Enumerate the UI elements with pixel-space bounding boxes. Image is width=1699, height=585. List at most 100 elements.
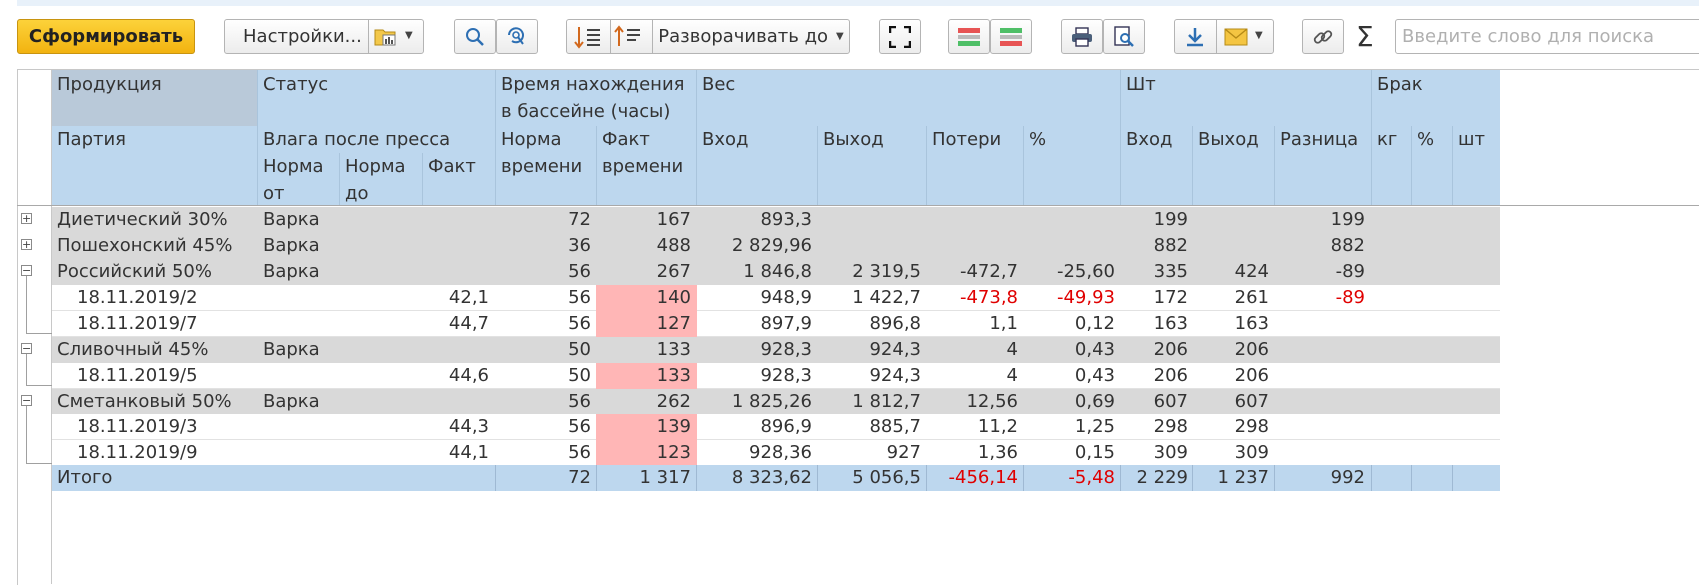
header-pcs-in: Вход: [1126, 129, 1173, 150]
cell-product: Пошехонский 45%: [57, 235, 233, 256]
total-sep: [1120, 465, 1121, 491]
cell-weight-pct: 0,12: [1074, 313, 1115, 334]
header-sep: [596, 126, 597, 206]
expand-groups-button[interactable]: [990, 19, 1032, 54]
total-row[interactable]: Итого 72 1 317 8 323,62 5 056,5 -456,14 …: [52, 465, 1500, 491]
tree-line: [26, 354, 27, 385]
cell-weight-loss: 11,2: [977, 416, 1018, 437]
printer-icon: [1072, 26, 1092, 47]
group-colors-green-icon: [1000, 27, 1022, 46]
cell-weight-out: 924,3: [869, 365, 921, 386]
sort-descending-icon[interactable]: [614, 24, 642, 54]
cell-weight-out: 896,8: [869, 313, 921, 334]
header-norm-time-2: времени: [501, 156, 583, 177]
mail-dropdown-icon[interactable]: ▼: [1255, 30, 1263, 41]
header-weight-loss: Потери: [932, 129, 1002, 150]
cell-fact-time-over: 133: [596, 363, 697, 389]
header-norm-from: Норма: [263, 156, 324, 177]
header-fact-time: Факт: [602, 129, 650, 150]
table-row[interactable]: 18.11.2019/9 44,1 56 123 928,36 927 1,36…: [52, 440, 1500, 466]
cell-norm-time: 56: [568, 416, 591, 437]
total-label: Итого: [57, 467, 113, 488]
collapse-groups-button[interactable]: [948, 19, 990, 54]
collapse-toggle-icon[interactable]: −: [21, 264, 32, 277]
sort-separator-1: [610, 19, 611, 54]
header-pcs: Шт: [1126, 74, 1156, 95]
expand-to-button[interactable]: Разворачивать до ▼: [652, 19, 850, 54]
cell-pcs-out: 206: [1234, 339, 1269, 360]
table-row[interactable]: 18.11.2019/5 44,6 50 133 928,3 924,3 4 0…: [52, 363, 1500, 389]
collapse-toggle-icon[interactable]: −: [21, 342, 32, 355]
expand-toggle-icon[interactable]: +: [21, 212, 32, 225]
cell-fact-time-over: 139: [596, 414, 697, 440]
header-pcs-diff: Разница: [1280, 129, 1359, 150]
table-row[interactable]: Сметанковый 50% Варка 56 262 1 825,26 1 …: [52, 389, 1500, 415]
cell-norm-time: 72: [568, 209, 591, 230]
expand-toggle-icon[interactable]: +: [21, 238, 32, 251]
cell-batch: 18.11.2019/7: [77, 313, 198, 334]
advanced-search-button[interactable]: [496, 19, 538, 54]
header-pcs-out: Выход: [1198, 129, 1259, 150]
cell-fact-time-over: 140: [596, 285, 697, 311]
total-pcs-out: 1 237: [1217, 467, 1269, 488]
download-icon[interactable]: [1184, 26, 1206, 52]
report-table: [17, 69, 1699, 585]
cell-pcs-out: 424: [1234, 261, 1269, 282]
cell-norm-time: 50: [568, 339, 591, 360]
report-variant-icon[interactable]: [374, 27, 400, 51]
cell-weight-in: 928,36: [749, 442, 812, 463]
header-weight-pct: %: [1029, 129, 1047, 150]
table-header: [52, 70, 1500, 206]
cell-norm-time: 56: [568, 442, 591, 463]
print-preview-button[interactable]: [1103, 19, 1145, 54]
table-row[interactable]: 18.11.2019/2 42,1 56 140 948,9 1 422,7 -…: [52, 285, 1500, 311]
cell-pcs-in: 206: [1153, 339, 1188, 360]
total-pcs-diff: 992: [1330, 467, 1365, 488]
header-defect-pcs: шт: [1458, 129, 1485, 150]
cell-pcs-in: 206: [1153, 365, 1188, 386]
sum-icon[interactable]: Σ: [1356, 20, 1374, 53]
table-row[interactable]: 18.11.2019/7 44,7 56 127 897,9 896,8 1,1…: [52, 311, 1500, 337]
cell-weight-out: 924,3: [869, 339, 921, 360]
table-row[interactable]: Пошехонский 45% Варка 36 488 2 829,96 88…: [52, 233, 1500, 259]
total-sep: [1411, 465, 1412, 491]
sort-ascending-icon[interactable]: [574, 24, 602, 54]
cell-norm-time: 56: [568, 261, 591, 282]
search-input[interactable]: [1395, 19, 1699, 54]
header-sep: [817, 126, 818, 206]
cell-pcs-diff: -89: [1335, 287, 1365, 308]
chevron-down-icon: ▼: [836, 31, 844, 42]
cell-moisture-fact: 44,1: [448, 442, 489, 463]
fullscreen-button[interactable]: [879, 19, 921, 54]
cell-weight-pct: -49,93: [1056, 287, 1115, 308]
link-button[interactable]: [1302, 19, 1344, 54]
header-weight-in: Вход: [702, 129, 749, 150]
header-sep: [1120, 70, 1121, 206]
cell-weight-pct: 0,15: [1074, 442, 1115, 463]
generate-button[interactable]: Сформировать: [17, 19, 195, 54]
mail-icon[interactable]: [1224, 28, 1248, 50]
cell-pcs-in: 298: [1153, 416, 1188, 437]
table-row[interactable]: 18.11.2019/3 44,3 56 139 896,9 885,7 11,…: [52, 414, 1500, 440]
cell-weight-in: 896,9: [760, 416, 812, 437]
table-row[interactable]: Российский 50% Варка 56 267 1 846,8 2 31…: [52, 259, 1500, 285]
collapse-toggle-icon[interactable]: −: [21, 394, 32, 407]
table-row[interactable]: Сливочный 45% Варка 50 133 928,3 924,3 4…: [52, 337, 1500, 363]
header-batch: Партия: [57, 129, 127, 150]
cell-product: Сливочный 45%: [57, 339, 209, 360]
table-row[interactable]: Диетический 30% Варка 72 167 893,3 199 1…: [52, 207, 1500, 233]
total-pcs-in: 2 229: [1136, 467, 1188, 488]
header-sep: [495, 70, 496, 206]
print-button[interactable]: [1061, 19, 1103, 54]
header-moisture: Влага после пресса: [263, 129, 451, 150]
cell-weight-in: 897,9: [760, 313, 812, 334]
header-sep: [422, 153, 423, 206]
search-button[interactable]: [454, 19, 496, 54]
header-sep: [696, 70, 697, 206]
cell-norm-time: 36: [568, 235, 591, 256]
header-product-cell: [52, 70, 257, 126]
report-variant-dropdown-icon[interactable]: ▼: [405, 30, 413, 41]
header-defect: Брак: [1377, 74, 1423, 95]
cell-moisture-fact: 44,7: [448, 313, 489, 334]
cell-product: Российский 50%: [57, 261, 212, 282]
